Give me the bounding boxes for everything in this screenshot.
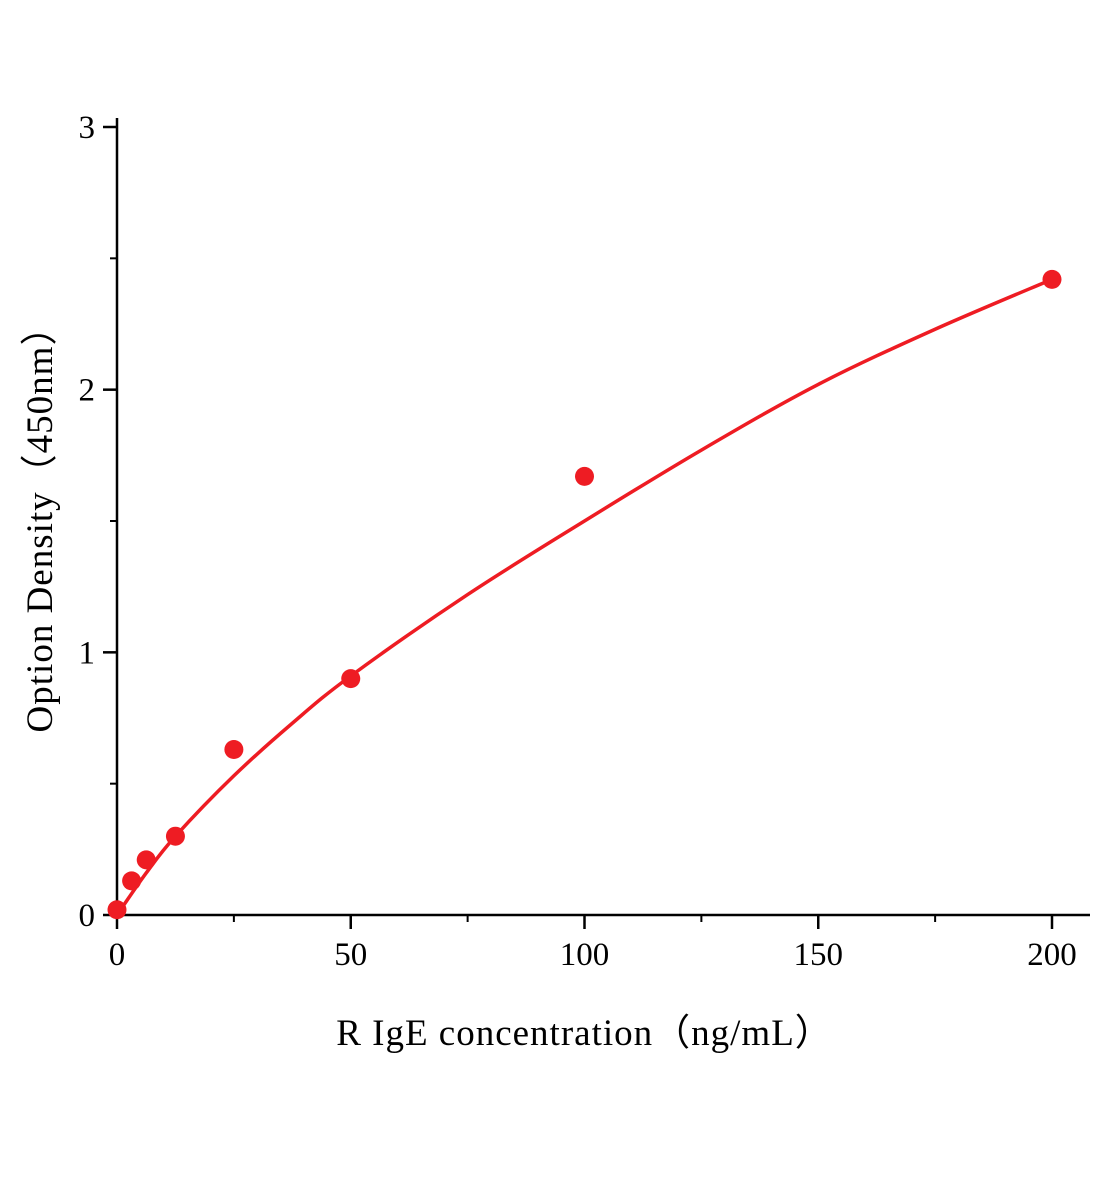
x-tick-label: 50 [334,937,367,973]
data-point [1042,269,1062,289]
data-point [341,669,361,689]
data-point [224,740,244,760]
data-point [136,850,156,870]
x-tick-label: 0 [109,937,126,973]
y-tick-label: 1 [79,635,96,671]
y-tick-label: 0 [79,898,96,934]
fit-curve [115,277,1054,917]
x-tick-label: 200 [1027,937,1077,973]
x-tick-label: 150 [794,937,844,973]
y-axis-title: Option Density（450nm） [20,307,61,733]
data-point [107,900,127,920]
y-tick-label: 3 [79,110,96,146]
data-point [165,826,185,846]
y-tick-label: 2 [79,373,96,409]
data-point [575,466,594,486]
data-point [122,871,142,891]
x-axis-title: R IgE concentration（ng/mL） [336,1013,833,1054]
x-tick-label: 100 [560,937,610,973]
